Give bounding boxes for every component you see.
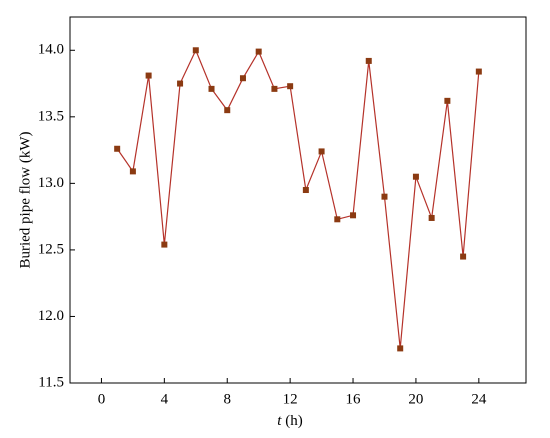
data-point [365,57,372,64]
data-point [334,216,341,223]
plot-frame [69,16,527,384]
data-point [428,214,435,221]
x-label-variable: t [277,413,282,429]
data-point [318,148,325,155]
y-axis-label: Buried pipe flow (kW) [17,131,33,268]
data-point [412,173,419,180]
data-point [444,97,451,104]
y-tick-label: 11.5 [38,374,64,390]
data-point [475,68,482,75]
x-tick-label: 4 [161,391,169,407]
data-point [302,187,309,194]
x-label-unit: (h) [285,413,303,429]
x-axis-label: t (h) [277,413,302,429]
data-point [255,48,262,55]
data-point [460,253,467,260]
x-tick-label: 12 [283,391,298,407]
data-point [161,241,168,248]
x-tick-label: 8 [223,391,231,407]
data-point [397,345,404,352]
data-point [287,83,294,90]
y-tick-label: 13.0 [38,175,64,191]
data-point [239,75,246,82]
data-point [145,72,152,79]
data-point [381,193,388,200]
data-point [192,47,199,54]
data-point [177,80,184,87]
data-point [224,107,231,114]
x-tick-label: 20 [408,391,423,407]
x-tick-label: 0 [98,391,106,407]
data-point [114,145,121,152]
y-tick-label: 13.5 [38,108,64,124]
y-tick-label: 12.0 [38,308,64,324]
y-tick-label: 14.0 [38,42,64,58]
data-point [271,85,278,92]
x-tick-label: 16 [346,391,362,407]
data-point [208,85,215,92]
data-point [350,212,357,219]
data-point [129,168,136,175]
y-tick-label: 12.5 [38,241,64,257]
x-tick-label: 24 [471,391,487,407]
data-line [116,48,480,349]
